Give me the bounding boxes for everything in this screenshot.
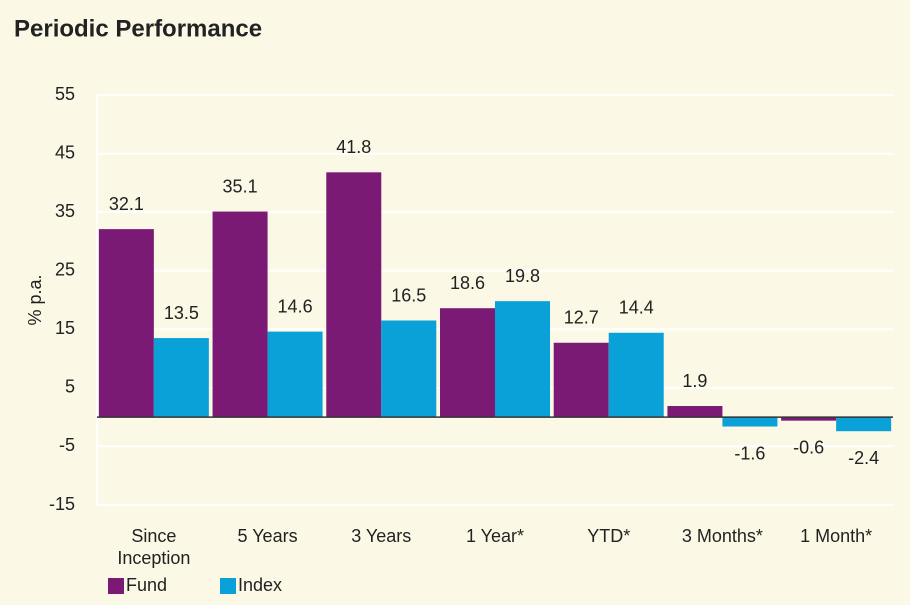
legend-swatch: [220, 578, 236, 594]
x-tick-label: 3 Years: [351, 526, 412, 546]
data-label: 41.8: [336, 137, 371, 157]
data-label: 12.7: [564, 308, 599, 328]
x-tick-label: 5 Years: [237, 526, 298, 546]
bar: [836, 417, 892, 432]
data-label: 35.1: [223, 176, 258, 196]
y-tick-label: 25: [55, 259, 75, 279]
y-axis-label: % p.a.: [25, 274, 45, 325]
data-label: 32.1: [109, 194, 144, 214]
x-tick-label: Since Inception: [117, 526, 191, 568]
bar: [153, 338, 209, 418]
data-label: -1.6: [734, 443, 765, 463]
x-tick-label: 1 Month*: [800, 526, 873, 546]
chart-title: Periodic Performance: [14, 15, 262, 42]
x-tick-label: YTD*: [587, 526, 631, 546]
bar: [267, 331, 323, 418]
bar: [98, 229, 154, 418]
bar: [667, 406, 723, 418]
bar: [608, 332, 664, 418]
bar: [495, 301, 550, 418]
legend-label: Fund: [126, 575, 167, 595]
y-tick-label: 35: [55, 201, 75, 221]
data-label: -2.4: [848, 448, 879, 468]
data-label: 1.9: [682, 371, 707, 391]
data-label: 19.8: [505, 266, 540, 286]
bar: [781, 417, 837, 421]
y-tick-label: 15: [55, 318, 75, 338]
y-tick-label: 45: [55, 142, 75, 162]
x-tick-label: 3 Months*: [681, 526, 763, 546]
data-label: 14.6: [278, 296, 313, 316]
x-tick-label: 1 Year*: [465, 526, 525, 546]
data-label: 13.5: [164, 303, 199, 323]
data-label: 14.4: [619, 298, 654, 318]
data-label: 16.5: [391, 285, 426, 305]
bar: [440, 308, 495, 418]
bar: [212, 211, 268, 418]
legend-label: Index: [238, 575, 282, 595]
legend-swatch: [108, 578, 124, 594]
bar: [722, 417, 778, 427]
data-label: -0.6: [793, 437, 824, 457]
y-tick-label: 5: [65, 377, 75, 397]
y-tick-label: -5: [59, 435, 75, 455]
bar: [381, 320, 437, 418]
y-tick-label: -15: [49, 494, 75, 514]
data-label: 18.6: [450, 273, 485, 293]
bar: [326, 172, 382, 418]
y-tick-label: 55: [55, 84, 75, 104]
bar: [553, 342, 609, 418]
